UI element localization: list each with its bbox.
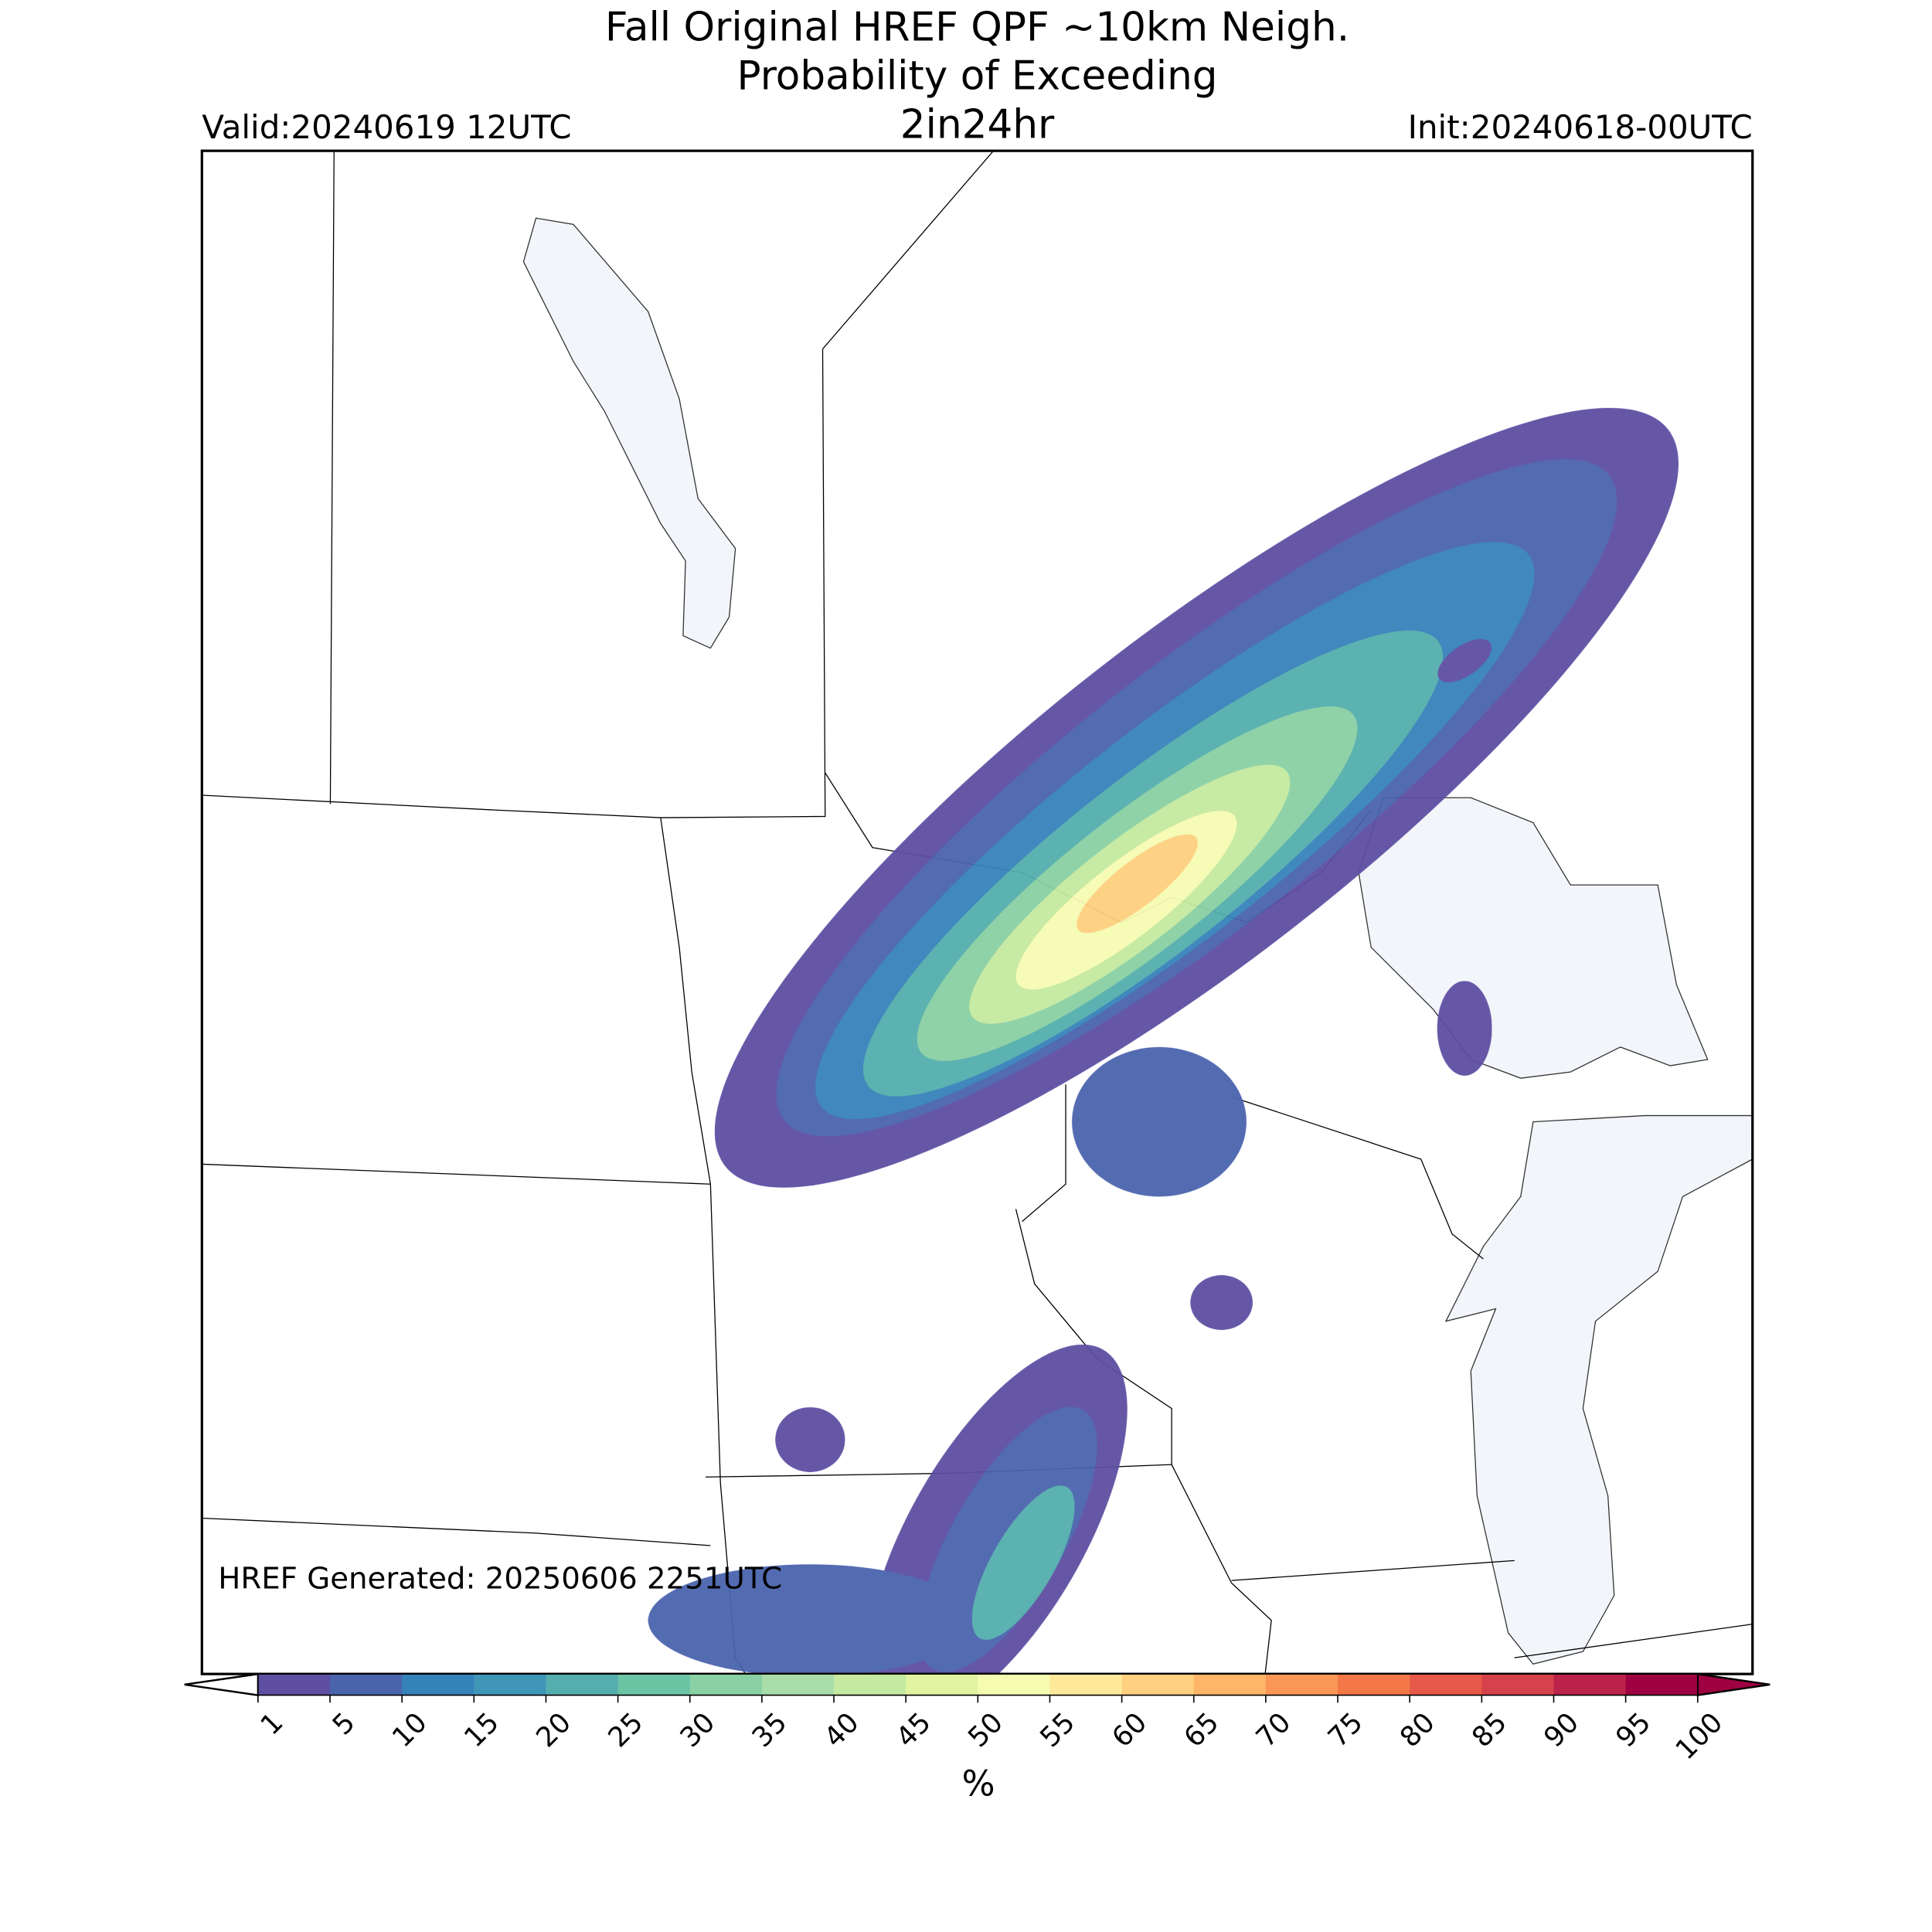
colorbar-segment <box>834 1674 906 1696</box>
colorbar-segment <box>906 1674 979 1696</box>
colorbar-label: % <box>962 1763 995 1804</box>
colorbar-tick-label: 20 <box>530 1706 577 1753</box>
colorbar-segment <box>1625 1674 1699 1696</box>
colorbar-tick-label: 40 <box>818 1706 866 1753</box>
colorbar-segment <box>689 1674 763 1696</box>
colorbar-tick-label: 35 <box>747 1706 794 1753</box>
colorbar-segment <box>402 1674 475 1696</box>
colorbar-segment <box>1410 1674 1483 1696</box>
colorbar-segment <box>1121 1674 1195 1696</box>
colorbar-tick-label: 30 <box>674 1706 721 1753</box>
colorbar: 1 5 10 15 20 25 30 35 40 45 50 55 60 65 70 75 80 85 90 95 10… <box>184 1672 1770 1766</box>
colorbar-tick-label: 70 <box>1250 1706 1298 1753</box>
colorbar-segment <box>1481 1674 1555 1696</box>
colorbar-tick-label: 50 <box>962 1706 1009 1753</box>
colorbar-tick-label: 45 <box>890 1706 937 1753</box>
colorbar-segment <box>1265 1674 1338 1696</box>
map <box>200 149 1754 1675</box>
colorbar-segment <box>1049 1674 1123 1696</box>
colorbar-tick-label: 80 <box>1394 1706 1441 1753</box>
init-time: Init:20240618-00UTC <box>1408 108 1753 146</box>
colorbar-segment <box>978 1674 1051 1696</box>
valid-time: Valid:20240619 12UTC <box>202 108 571 146</box>
colorbar-tick-label: 85 <box>1466 1706 1513 1753</box>
colorbar-tick-label: 75 <box>1322 1706 1369 1753</box>
colorbar-tick-label: 55 <box>1034 1706 1081 1753</box>
generated-note: HREF Generated: 20250606 2251UTC <box>218 1562 782 1597</box>
colorbar-segment <box>1338 1674 1410 1696</box>
colorbar-tick-label: 90 <box>1538 1706 1585 1753</box>
colorbar-tick-label: 10 <box>386 1706 434 1753</box>
colorbar-segment <box>761 1674 835 1696</box>
colorbar-segment <box>1193 1674 1267 1696</box>
precip-field <box>648 407 1679 1675</box>
colorbar-tick-label: 65 <box>1178 1706 1225 1753</box>
lake-superior <box>1358 797 1709 1079</box>
colorbar-over <box>1696 1672 1770 1696</box>
colorbar-segment <box>330 1674 403 1696</box>
colorbar-segment <box>257 1674 331 1696</box>
colorbar-tick-label: 15 <box>458 1706 505 1753</box>
colorbar-tick-label: 5 <box>327 1706 362 1741</box>
colorbar-tick-label: 95 <box>1610 1706 1657 1753</box>
colorbar-segment <box>546 1674 619 1696</box>
colorbar-tick-label: 100 <box>1670 1706 1730 1766</box>
colorbar-tick-label: 60 <box>1106 1706 1153 1753</box>
title-line: Fall Original HREF QPF ~10km Neigh. <box>605 5 1349 51</box>
lake-winnipeg <box>522 217 736 649</box>
title-line: Probability of Exceeding <box>736 53 1217 100</box>
threshold: 2in24hr <box>900 102 1055 148</box>
colorbar-under <box>184 1672 260 1696</box>
colorbar-segment <box>1553 1674 1627 1696</box>
colorbar-segment <box>617 1674 691 1696</box>
lake-michigan <box>1444 1114 1753 1665</box>
colorbar-tick-label: 1 <box>255 1706 290 1741</box>
colorbar-segment <box>474 1674 547 1696</box>
colorbar-tick-label: 25 <box>602 1706 649 1753</box>
